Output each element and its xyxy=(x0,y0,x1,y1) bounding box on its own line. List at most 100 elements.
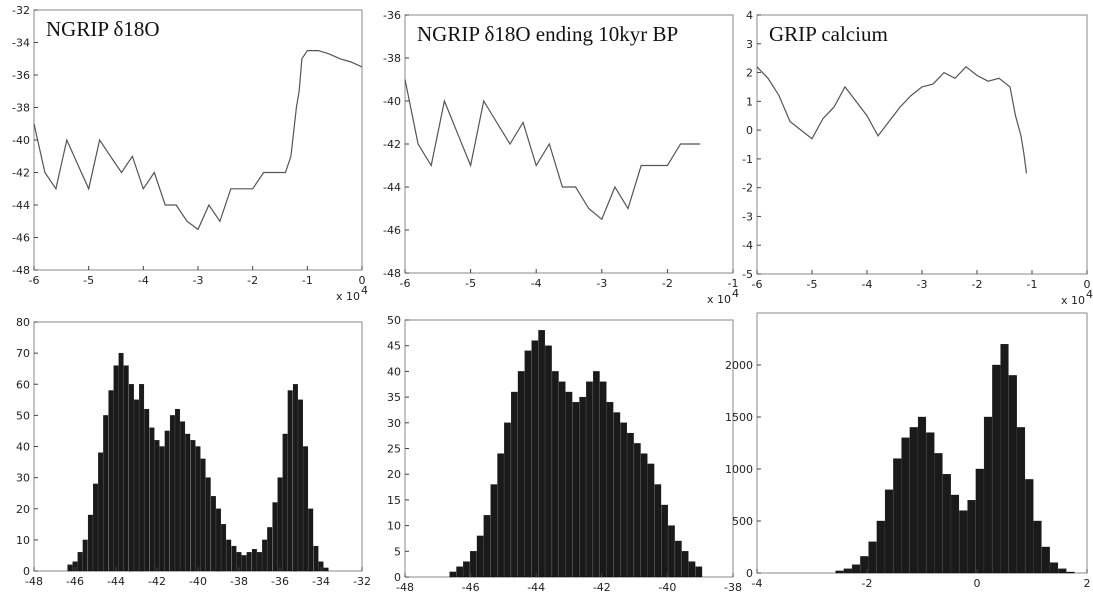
y-tick-label: -48 xyxy=(383,267,401,280)
y-tick-label: 10 xyxy=(16,534,30,547)
histogram-bar xyxy=(654,484,662,578)
y-tick-label: 1 xyxy=(746,95,753,108)
histogram-bar xyxy=(876,520,885,574)
histogram-bar xyxy=(246,552,252,572)
y-tick-label: 60 xyxy=(16,378,30,391)
y-tick-label: -34 xyxy=(12,37,30,50)
series-line-0 xyxy=(33,49,363,231)
x-tick-label: -36 xyxy=(271,575,289,588)
histogram-bar xyxy=(917,416,927,574)
y-tick-label: 80 xyxy=(16,316,30,329)
histogram-bar xyxy=(483,515,491,578)
histogram-bar xyxy=(661,504,668,578)
histogram-bar xyxy=(77,552,83,572)
y-tick-label: -46 xyxy=(12,232,30,245)
x-axis-multiplier-exponent: 4 xyxy=(732,287,739,300)
x-tick-label: -5 xyxy=(83,274,94,287)
y-tick-label: 30 xyxy=(387,417,401,430)
histogram-bar xyxy=(843,568,852,574)
y-tick-label: 25 xyxy=(387,443,401,456)
x-tick-label: -2 xyxy=(972,278,983,291)
y-tick-label: 4 xyxy=(746,9,753,22)
x-tick-label: 2 xyxy=(1084,577,1091,590)
x-tick-label: -2 xyxy=(662,277,673,290)
histogram-bar xyxy=(456,566,463,578)
y-tick-label: 0 xyxy=(394,571,401,584)
x-tick-label: -34 xyxy=(312,575,330,588)
x-tick-label: -46 xyxy=(462,581,480,594)
y-tick-label: -46 xyxy=(383,224,401,237)
x-tick-label: -5 xyxy=(465,277,476,290)
y-tick-label: -48 xyxy=(12,264,30,277)
histogram-bar xyxy=(134,399,139,572)
histogram-bar xyxy=(308,508,314,572)
x-tick-label: 0 xyxy=(974,577,981,590)
histogram-bar xyxy=(1025,479,1034,574)
y-tick-label: -40 xyxy=(383,95,401,108)
histogram-bar xyxy=(277,477,283,572)
y-tick-label: 20 xyxy=(16,503,30,516)
histogram-bar xyxy=(599,381,607,578)
histogram-bar xyxy=(959,510,968,574)
histogram-bar xyxy=(524,350,532,578)
y-tick-label: -5 xyxy=(742,268,753,281)
histogram-bar xyxy=(851,564,861,574)
histogram-bar xyxy=(226,539,232,572)
x-axis-multiplier: x 10 xyxy=(707,293,731,306)
histogram-bar xyxy=(98,452,104,572)
chart-title: NGRIP δ18O ending 10kyr BP xyxy=(417,22,678,46)
x-tick-label: 0 xyxy=(359,274,366,287)
y-tick-label: -36 xyxy=(12,69,30,82)
y-tick-label: 40 xyxy=(387,365,401,378)
y-tick-label: 1000 xyxy=(725,463,753,476)
y-tick-label: -36 xyxy=(383,9,401,22)
x-tick-label: -2 xyxy=(247,274,258,287)
histogram-bar xyxy=(967,500,976,574)
histogram-bar xyxy=(149,427,155,572)
x-axis-multiplier-exponent: 4 xyxy=(361,284,368,297)
histogram-bar xyxy=(884,489,894,574)
histogram-bar xyxy=(103,415,109,572)
histogram-bar xyxy=(490,484,498,578)
x-tick-label: -4 xyxy=(752,577,763,590)
y-tick-label: 0 xyxy=(746,567,753,580)
y-tick-label: -32 xyxy=(12,4,30,17)
histogram-bar xyxy=(221,524,227,572)
histogram-bar xyxy=(128,384,134,572)
histogram-bar xyxy=(1008,375,1017,574)
histogram-bar xyxy=(287,390,293,572)
y-tick-label: 1500 xyxy=(725,411,753,424)
histogram-bar xyxy=(975,468,984,574)
y-tick-label: -3 xyxy=(742,210,753,223)
x-tick-label: -40 xyxy=(189,575,207,588)
x-tick-label: -44 xyxy=(527,581,545,594)
y-tick-label: 20 xyxy=(387,468,401,481)
histogram-bar xyxy=(257,552,262,572)
y-tick-label: -38 xyxy=(383,52,401,65)
histogram-bar xyxy=(313,545,319,572)
y-tick-label: 0 xyxy=(746,124,753,137)
histogram-bar xyxy=(934,453,943,574)
y-tick-label: 500 xyxy=(732,515,753,528)
histogram-bar xyxy=(647,463,655,578)
histogram-bar xyxy=(627,432,634,578)
histogram-bar xyxy=(159,446,165,572)
x-tick-label: -42 xyxy=(593,581,611,594)
histogram-bar xyxy=(144,408,150,572)
histogram-bar xyxy=(463,561,470,578)
histogram-bar xyxy=(511,391,518,578)
histogram-bar xyxy=(164,430,170,572)
x-tick-label: -5 xyxy=(807,278,818,291)
histogram-bar xyxy=(517,371,525,578)
y-tick-label: 30 xyxy=(16,472,30,485)
histogram-bar xyxy=(154,440,160,572)
histogram-bar xyxy=(272,502,278,572)
y-tick-label: 50 xyxy=(16,409,30,422)
histogram-bar xyxy=(531,340,539,578)
histogram-bar xyxy=(1041,546,1050,574)
histogram-bar xyxy=(606,402,614,578)
histogram-bar xyxy=(893,458,902,574)
histogram-bar xyxy=(613,412,621,578)
y-tick-label: -40 xyxy=(12,134,30,147)
x-tick-label: -1 xyxy=(302,274,313,287)
